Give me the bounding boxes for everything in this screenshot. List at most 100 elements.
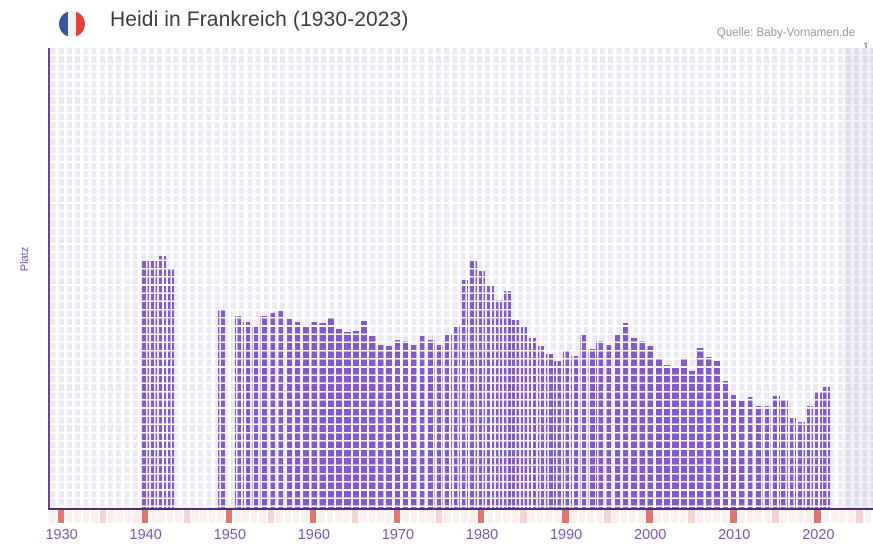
bar	[428, 339, 435, 509]
x-axis-tick-minor	[536, 510, 544, 523]
x-axis-tick-minor	[469, 510, 477, 523]
bar	[730, 394, 738, 509]
x-axis-tick-minor	[671, 510, 678, 523]
france-flag-icon	[59, 11, 85, 37]
bar	[672, 368, 679, 509]
bar	[503, 291, 511, 509]
x-axis-tick-minor	[326, 510, 334, 523]
x-axis-tick-minor	[192, 510, 199, 523]
bar	[327, 317, 334, 509]
x-axis-tick-minor	[175, 510, 182, 523]
bar	[529, 338, 536, 509]
x-axis-tick-major	[477, 510, 485, 523]
x-axis-tick-label: 1990	[549, 527, 583, 543]
x-axis-tick-minor	[292, 510, 300, 523]
bar	[571, 356, 578, 509]
x-axis-tick-minor	[604, 510, 611, 523]
bar	[150, 261, 158, 509]
x-axis-tick-minor	[217, 510, 224, 523]
bar	[613, 333, 620, 509]
x-axis-tick-minor	[419, 510, 426, 523]
bar	[747, 397, 755, 509]
bar	[537, 345, 545, 509]
x-axis-tick-minor	[116, 510, 123, 523]
x-axis-tick-label: 2010	[718, 527, 751, 543]
x-axis-tick-minor	[595, 510, 603, 523]
bar	[344, 332, 351, 509]
bar	[714, 360, 721, 509]
x-axis-tick-minor	[99, 510, 107, 523]
bar	[697, 348, 704, 509]
bar	[318, 323, 326, 509]
x-axis-tick-minor	[612, 510, 619, 523]
bar	[579, 334, 587, 509]
x-axis-tick-minor	[334, 510, 342, 523]
x-axis-tick-minor	[519, 510, 527, 523]
x-axis-tick-minor	[789, 510, 796, 523]
x-axis-tick-minor	[385, 510, 392, 523]
x-axis-tick-minor	[503, 510, 510, 523]
bar	[403, 341, 410, 509]
bar	[764, 406, 772, 509]
x-axis-tick-minor	[351, 510, 359, 523]
bar	[470, 261, 477, 509]
bar	[251, 324, 259, 509]
x-axis-tick-minor	[461, 510, 468, 523]
y-axis-tick-top: 1	[862, 41, 869, 53]
bar	[512, 319, 519, 509]
x-axis-tick-minor	[528, 510, 535, 523]
bar	[461, 279, 469, 509]
x-axis-tick-minor	[662, 510, 670, 523]
x-axis-tick-minor	[208, 510, 216, 523]
bar	[310, 322, 318, 509]
x-axis-tick-minor	[856, 510, 863, 523]
bar	[646, 346, 654, 509]
bar	[293, 322, 301, 509]
x-axis-tick-minor	[74, 510, 81, 523]
bar	[243, 322, 250, 509]
x-axis-tick-minor	[797, 510, 804, 523]
x-axis-tick-minor	[267, 510, 275, 523]
bar	[394, 339, 402, 509]
x-axis-tick-label: 1970	[381, 527, 415, 543]
bar	[495, 299, 503, 509]
x-axis-tick-minor	[839, 510, 847, 523]
x-axis-tick-major	[730, 510, 737, 523]
x-axis-tick-minor	[166, 510, 174, 523]
x-axis-tick-minor	[763, 510, 771, 523]
x-axis-tick-minor	[65, 510, 73, 523]
no-data-shaded-region	[843, 48, 873, 509]
x-axis-tick-minor	[570, 510, 577, 523]
x-axis-tick-minor	[435, 510, 443, 523]
bar	[663, 364, 671, 509]
x-axis-tick-label: 1950	[213, 527, 246, 543]
x-axis-tick-minor	[343, 510, 350, 523]
x-axis-tick-minor	[511, 510, 519, 523]
x-axis-tick-minor	[578, 510, 586, 523]
x-axis-tick-minor	[82, 510, 90, 523]
x-axis-tick-minor	[629, 510, 636, 523]
x-axis-tick-label: 1980	[465, 527, 499, 543]
x-axis-tick-minor	[444, 510, 451, 523]
bar	[285, 318, 292, 509]
bar	[487, 284, 494, 509]
x-axis-tick-label: 2020	[802, 527, 835, 543]
bar	[739, 400, 746, 509]
bar	[823, 387, 831, 509]
bar	[386, 346, 393, 509]
bar	[621, 323, 629, 509]
bar	[142, 261, 149, 509]
bar	[352, 330, 360, 509]
x-axis-tick-label: 1940	[129, 527, 162, 543]
x-axis-tick-minor	[242, 510, 250, 523]
x-axis-tick-label: 1930	[45, 527, 78, 543]
x-axis-tick-minor	[301, 510, 308, 523]
x-axis-tick-minor	[234, 510, 241, 523]
source-attribution: Quelle: Baby-Vornamen.de	[716, 27, 855, 39]
bar	[655, 358, 662, 509]
x-axis-tick-minor	[377, 510, 384, 523]
x-axis-tick-minor	[688, 510, 695, 523]
x-axis-tick-label: 2000	[634, 527, 667, 543]
x-axis-tick-minor	[864, 510, 872, 523]
x-axis-tick-minor	[133, 510, 140, 523]
